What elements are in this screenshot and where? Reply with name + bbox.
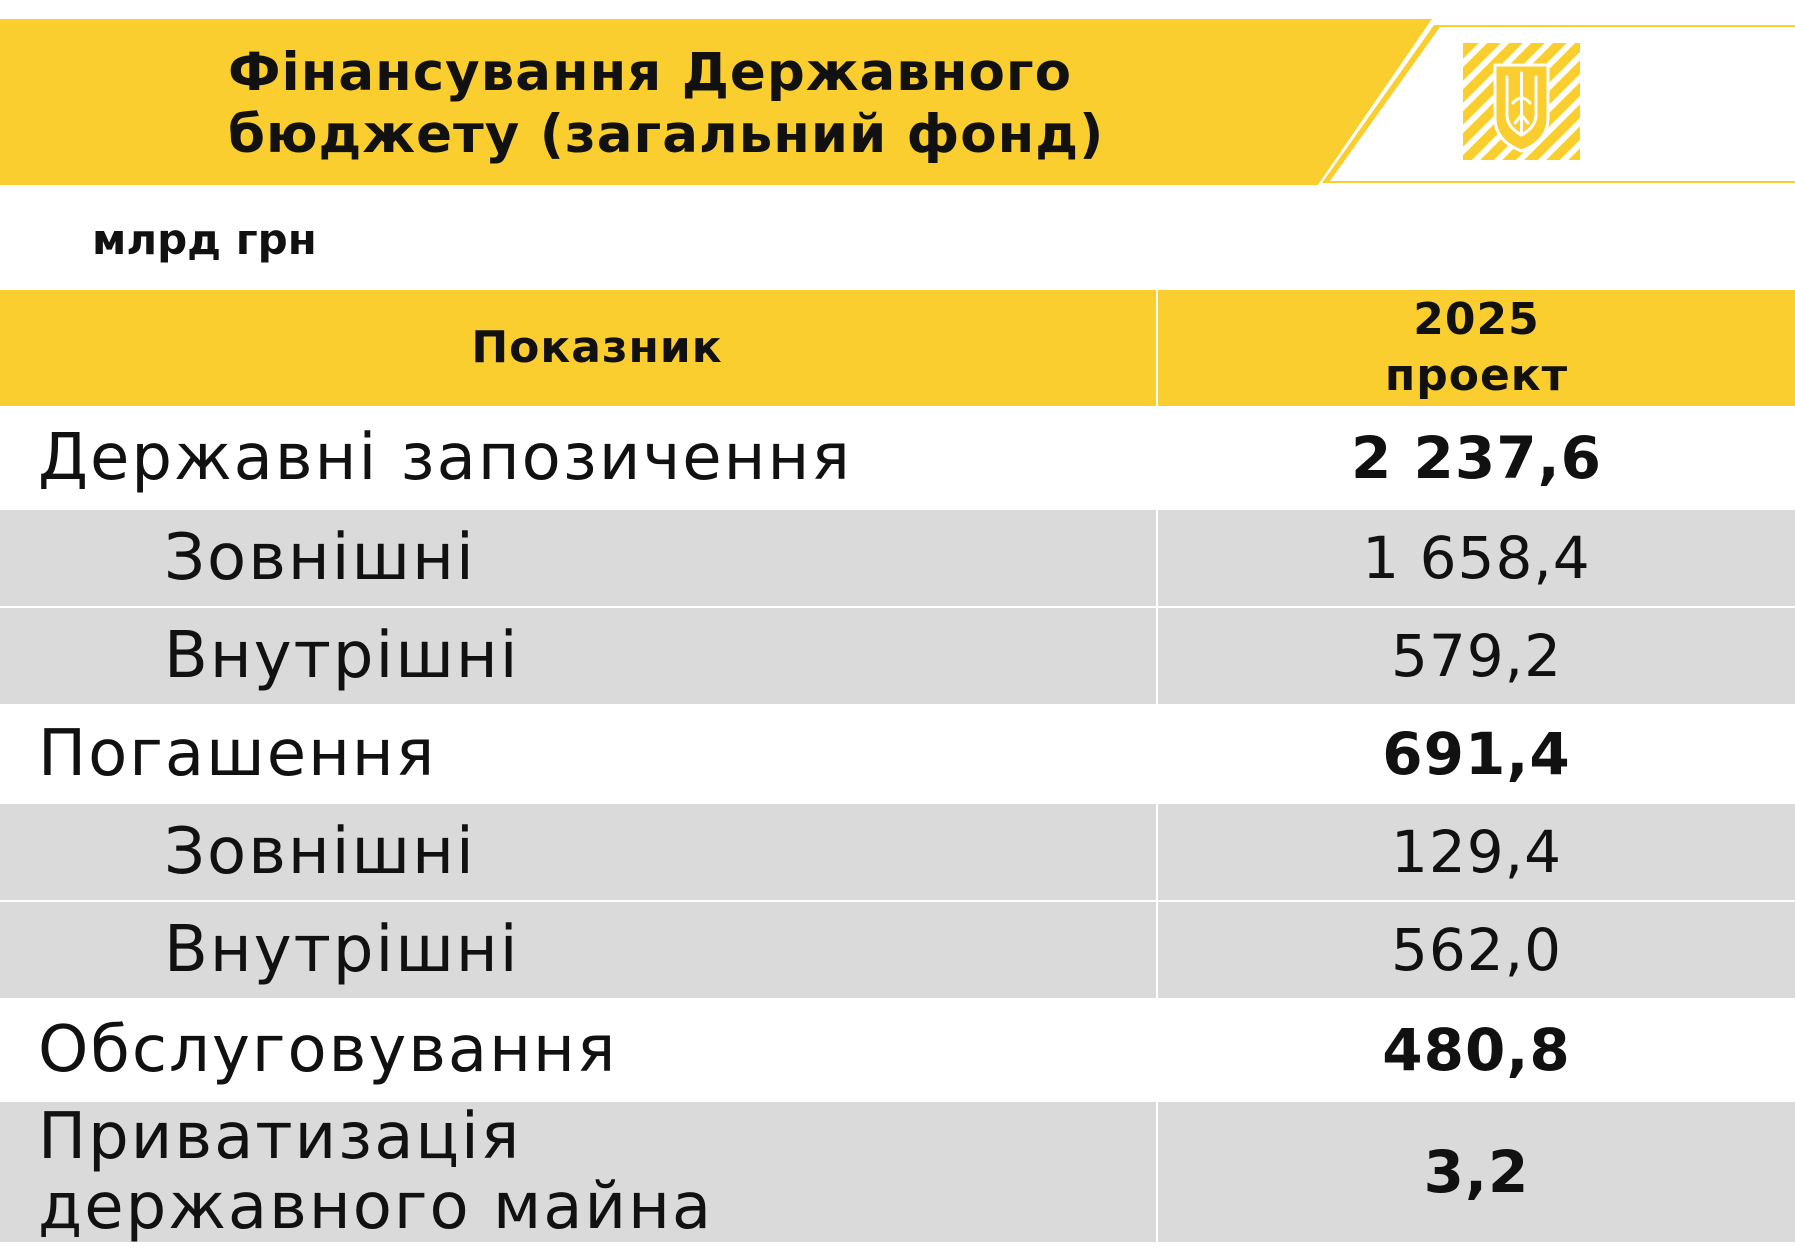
row-value: 579,2 [1390,622,1563,690]
row-label: Зовнішні [0,804,1158,900]
row-label: Обслуговування [0,1000,1158,1100]
table-row: Зовнішні 1 658,4 [0,510,1795,606]
row-label: Державні запозичення [0,408,1158,508]
row-label: Внутрішні [0,902,1158,998]
row-value: 480,8 [1382,1016,1571,1084]
table-row: Державні запозичення 2 237,6 [0,408,1795,508]
column-header-year-value: 2025 [1413,294,1540,345]
row-label-line-2: державного майна [38,1170,714,1244]
row-label-line-1: Приватизація [38,1100,522,1174]
ukraine-trident-emblem-icon [1463,43,1580,160]
table-row: Обслуговування 480,8 [0,1000,1795,1100]
row-label: Внутрішні [0,608,1158,704]
row-value: 691,4 [1382,720,1571,788]
table-row: Приватизація державного майна 3,2 [0,1102,1795,1242]
column-header-year: 2025 проект [1158,290,1795,406]
table-row: Зовнішні 129,4 [0,804,1795,900]
row-label: Приватизація державного майна [0,1102,1158,1242]
row-value: 3,2 [1423,1138,1530,1206]
row-value: 129,4 [1390,818,1563,886]
column-header-year-type: проект [1384,350,1569,401]
page-title: Фінансування Державного бюджету (загальн… [228,42,1104,166]
row-label: Зовнішні [0,510,1158,606]
table-row: Внутрішні 562,0 [0,902,1795,998]
table-row: Внутрішні 579,2 [0,608,1795,704]
row-value: 562,0 [1390,916,1563,984]
row-value: 2 237,6 [1350,424,1602,492]
page-title-line-2: бюджету (загальний фонд) [228,104,1105,165]
row-label: Погашення [0,706,1158,802]
financing-table: Показник 2025 проект Державні запозиченн… [0,290,1795,1242]
table-header-row: Показник 2025 проект [0,290,1795,406]
table-row: Погашення 691,4 [0,706,1795,802]
row-value: 1 658,4 [1362,524,1591,592]
page-title-line-1: Фінансування Державного [228,42,1072,103]
units-label: млрд грн [92,215,317,264]
column-header-indicator: Показник [0,290,1158,406]
title-banner: Фінансування Державного бюджету (загальн… [0,19,1795,185]
